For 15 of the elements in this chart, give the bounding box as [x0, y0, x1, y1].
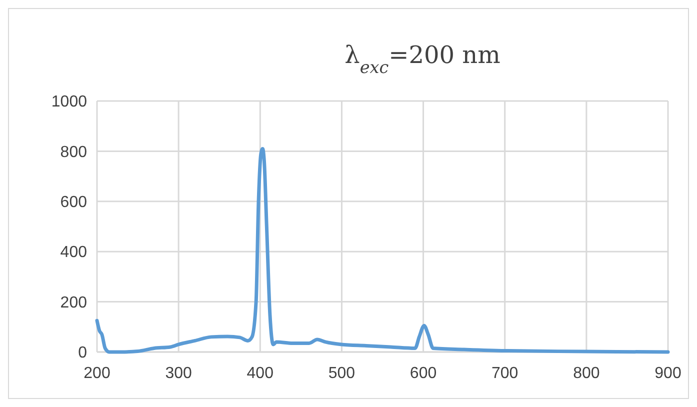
x-tick-label: 900 [654, 365, 682, 382]
y-tick-label: 200 [60, 294, 88, 312]
y-tick-label: 1000 [51, 94, 88, 111]
x-tick-label: 500 [328, 365, 356, 382]
x-tick-label: 400 [246, 365, 274, 382]
x-tick-label: 800 [573, 365, 600, 382]
x-tick-label: 700 [492, 365, 518, 382]
chart-title: λ$_{exc}$=200 nm [344, 41, 501, 77]
x-tick-label: 200 [84, 365, 110, 382]
x-tick-label: 600 [410, 365, 437, 382]
x-tick-label: 300 [165, 365, 192, 382]
y-tick-label: 600 [60, 194, 88, 211]
y-tick-label: 800 [60, 144, 88, 161]
y-tick-label: 0 [78, 344, 88, 362]
y-tick-label: 400 [60, 244, 88, 262]
